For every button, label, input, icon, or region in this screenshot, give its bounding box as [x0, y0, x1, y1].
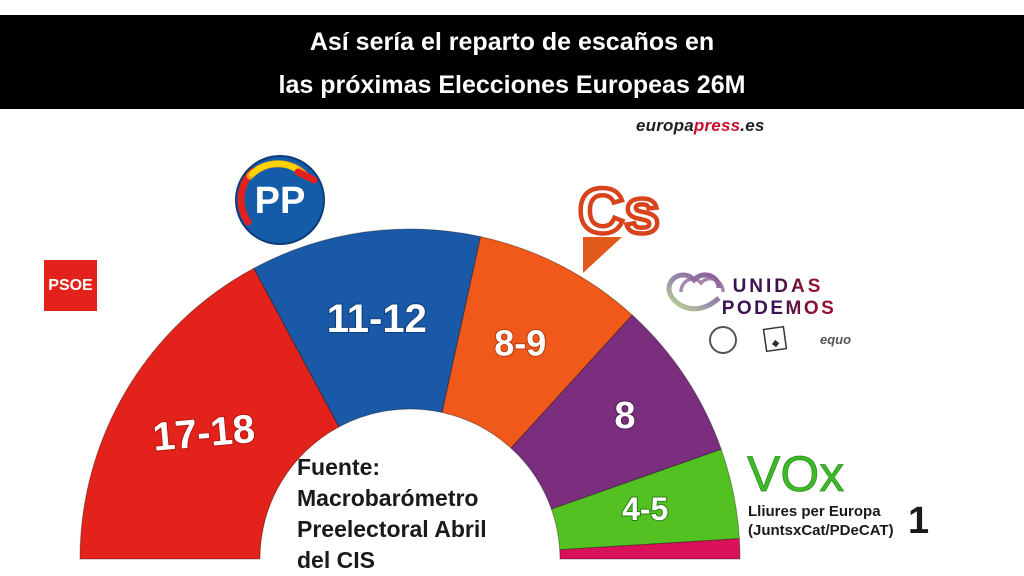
- svg-text:PP: PP: [255, 180, 306, 222]
- svg-text:Cs: Cs: [578, 175, 660, 247]
- svg-text:VOx: VOx: [747, 446, 844, 502]
- svg-text:PODEMOS: PODEMOS: [722, 298, 837, 319]
- svg-text:8-9: 8-9: [494, 322, 546, 363]
- svg-text:UNIDAS: UNIDAS: [733, 276, 824, 297]
- svg-text:◆: ◆: [770, 337, 780, 348]
- svg-text:8: 8: [614, 395, 635, 437]
- svg-text:17-18: 17-18: [151, 407, 257, 460]
- svg-text:equo: equo: [820, 332, 851, 347]
- svg-text:4-5: 4-5: [622, 491, 668, 527]
- svg-text:11-12: 11-12: [327, 297, 427, 341]
